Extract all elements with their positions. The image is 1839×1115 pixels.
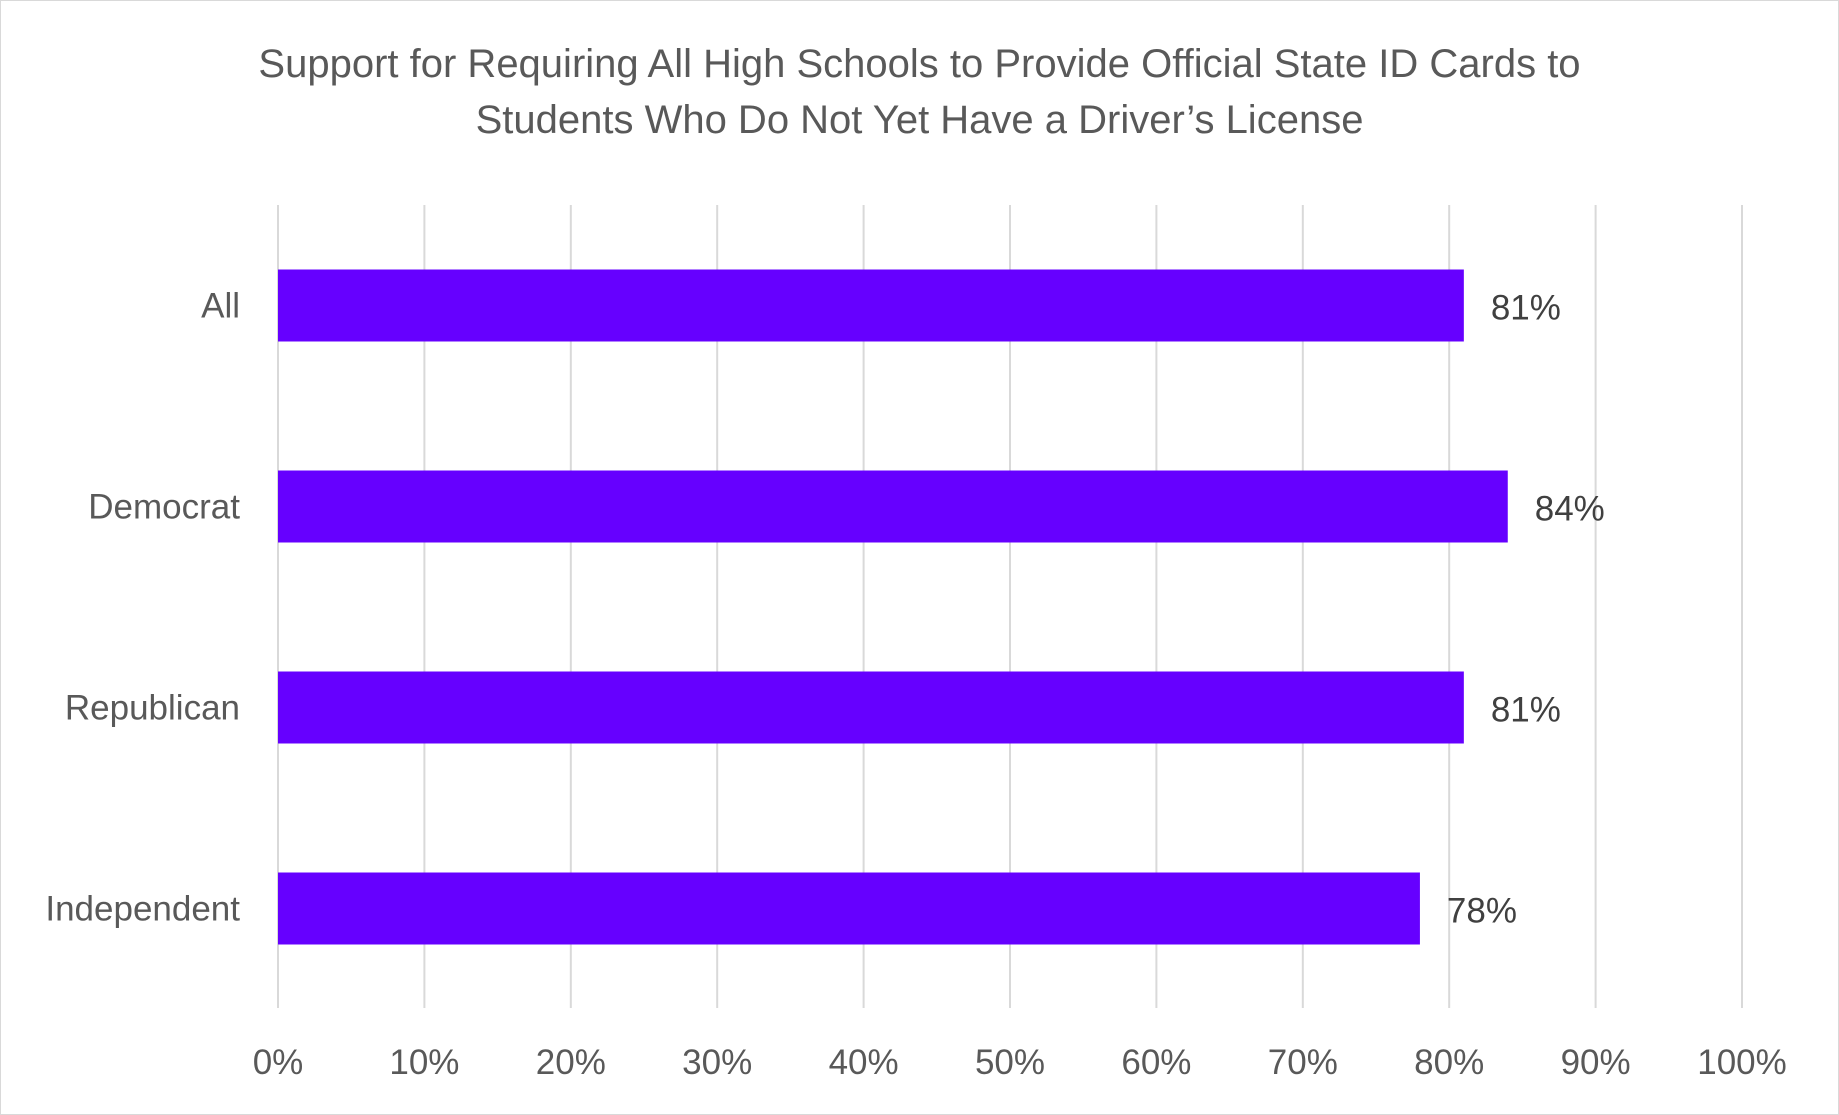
category-label: All — [201, 287, 240, 326]
x-tick-label: 20% — [536, 1043, 606, 1082]
chart-title: Support for Requiring All High Schools t… — [0, 36, 1839, 148]
bar-all — [278, 269, 1464, 342]
x-tick-label: 30% — [682, 1043, 752, 1082]
category-label: Democrat — [88, 488, 240, 527]
x-tick-label: 0% — [253, 1043, 304, 1082]
bars — [278, 269, 1508, 945]
chart-title-line-1: Support for Requiring All High Schools t… — [258, 42, 1581, 86]
x-tick-label: 60% — [1121, 1043, 1191, 1082]
chart-title-line-2: Students Who Do Not Yet Have a Driver’s … — [475, 98, 1364, 142]
labels: 0% 10% 20% 30% 40% 50% 60% 70% 80% 90% 100% All 81% D… — [45, 287, 1786, 1083]
x-tick-label: 50% — [975, 1043, 1045, 1082]
data-label: 84% — [1535, 490, 1605, 529]
x-tick-label: 70% — [1268, 1043, 1338, 1082]
bar-independent — [278, 872, 1420, 945]
category-label: Independent — [45, 890, 240, 929]
data-label: 81% — [1491, 691, 1561, 730]
x-tick-label: 100% — [1697, 1043, 1787, 1082]
data-label: 81% — [1491, 289, 1561, 328]
x-tick-label: 80% — [1414, 1043, 1484, 1082]
data-label: 78% — [1447, 892, 1517, 931]
bar-democrat — [278, 470, 1508, 543]
x-tick-label: 40% — [829, 1043, 899, 1082]
x-tick-label: 10% — [389, 1043, 459, 1082]
category-label: Republican — [65, 689, 240, 728]
bar-republican — [278, 671, 1464, 744]
x-tick-label: 90% — [1561, 1043, 1631, 1082]
